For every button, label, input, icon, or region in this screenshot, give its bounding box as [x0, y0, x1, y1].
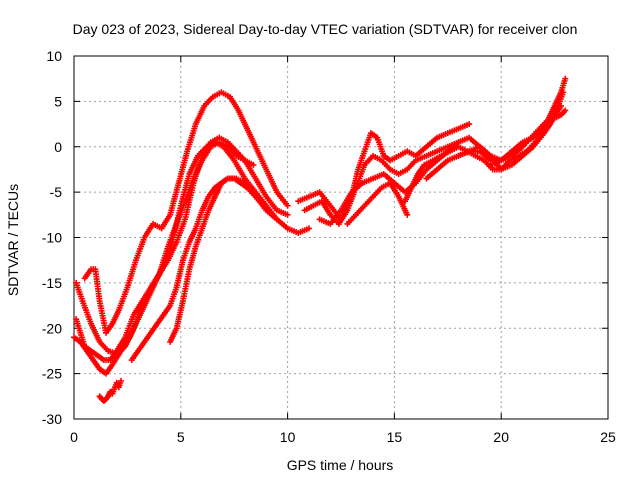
data-point	[562, 107, 569, 114]
data-point	[404, 211, 411, 218]
series-track-n	[455, 75, 569, 164]
y-tick-label: 5	[54, 93, 62, 109]
series-track-d	[73, 139, 257, 364]
x-tick-label: 25	[600, 429, 616, 445]
series-track-c	[81, 89, 291, 336]
series-track-e	[128, 175, 270, 364]
x-axis-label: GPS time / hours	[287, 457, 394, 473]
data-point	[284, 211, 291, 218]
y-tick-label: 10	[46, 48, 62, 64]
data-point	[273, 216, 280, 223]
y-axis-label: SDTVAR / TECUs	[5, 184, 21, 296]
y-tick-label: -20	[42, 320, 62, 336]
axis-ticks: 0 5 10 15 20 25 -30 -25 -20 -15 -10 -5 0 5 10	[42, 48, 616, 445]
data-point	[562, 75, 569, 82]
data-point	[250, 161, 257, 168]
x-tick-label: 10	[280, 429, 296, 445]
x-tick-label: 5	[177, 429, 185, 445]
series-track-g	[96, 377, 124, 404]
y-tick-label: -15	[42, 275, 62, 291]
series-track-f	[167, 175, 280, 345]
data-point	[466, 121, 473, 128]
data-point	[117, 377, 124, 384]
y-tick-label: -30	[42, 411, 62, 427]
chart-title: Day 023 of 2023, Sidereal Day-to-day VTE…	[73, 21, 578, 37]
data-point	[305, 225, 312, 232]
y-tick-label: 0	[54, 139, 62, 155]
series-track-o	[487, 107, 569, 168]
grid	[74, 56, 608, 419]
data-points	[71, 75, 569, 404]
series-track-k	[344, 180, 411, 227]
series-track-i	[301, 134, 505, 227]
x-tick-label: 20	[493, 429, 509, 445]
x-tick-label: 15	[387, 429, 403, 445]
y-tick-label: -5	[50, 184, 63, 200]
data-point	[284, 202, 291, 209]
y-tick-label: -25	[42, 366, 62, 382]
x-tick-label: 0	[70, 429, 78, 445]
y-tick-label: -10	[42, 230, 62, 246]
